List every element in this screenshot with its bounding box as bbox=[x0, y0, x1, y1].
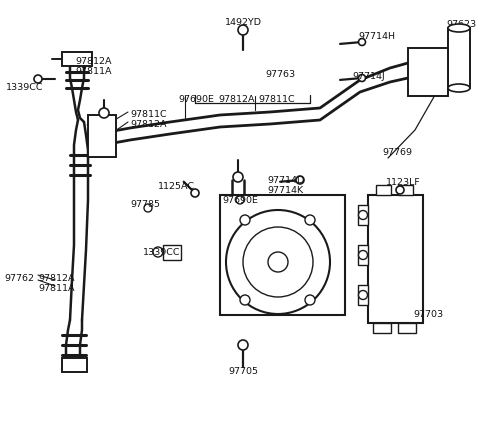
Circle shape bbox=[243, 227, 313, 297]
Text: 97714D: 97714D bbox=[267, 176, 304, 185]
Text: 97690E: 97690E bbox=[178, 95, 214, 104]
Text: 97785: 97785 bbox=[130, 200, 160, 209]
Text: 1339CC: 1339CC bbox=[6, 83, 44, 92]
Bar bbox=[88, 115, 116, 157]
Circle shape bbox=[305, 295, 315, 305]
Bar bbox=[358, 245, 368, 265]
Text: 97812A: 97812A bbox=[218, 95, 254, 104]
Ellipse shape bbox=[448, 24, 470, 32]
Bar bbox=[398, 185, 413, 195]
Bar bbox=[220, 195, 345, 315]
Circle shape bbox=[268, 252, 288, 272]
Bar bbox=[163, 245, 181, 260]
Circle shape bbox=[240, 295, 250, 305]
Circle shape bbox=[191, 189, 199, 197]
Text: 97763: 97763 bbox=[265, 70, 295, 79]
Text: 97811A: 97811A bbox=[75, 67, 111, 76]
Text: 97812A: 97812A bbox=[75, 57, 111, 66]
Bar bbox=[376, 185, 391, 195]
Text: 1339CC: 1339CC bbox=[143, 248, 180, 257]
Text: 1492YD: 1492YD bbox=[225, 18, 262, 27]
Text: 97812A: 97812A bbox=[38, 274, 74, 283]
Text: 97769: 97769 bbox=[382, 148, 412, 157]
Text: 97623: 97623 bbox=[446, 20, 476, 29]
Circle shape bbox=[153, 247, 163, 257]
Text: 97811C: 97811C bbox=[130, 110, 167, 119]
Circle shape bbox=[233, 172, 243, 182]
Bar bbox=[398, 323, 416, 333]
Bar bbox=[408, 48, 448, 96]
Bar bbox=[368, 195, 423, 323]
Circle shape bbox=[359, 210, 368, 220]
Text: 97714H: 97714H bbox=[358, 32, 395, 41]
Circle shape bbox=[240, 215, 250, 225]
Circle shape bbox=[238, 340, 248, 350]
Circle shape bbox=[144, 204, 152, 212]
Circle shape bbox=[34, 75, 42, 83]
Circle shape bbox=[236, 196, 244, 204]
Circle shape bbox=[305, 215, 315, 225]
Bar bbox=[373, 323, 391, 333]
Text: 97690E: 97690E bbox=[222, 196, 258, 205]
Circle shape bbox=[296, 176, 304, 184]
Bar bbox=[358, 285, 368, 305]
Text: 1125AC: 1125AC bbox=[158, 182, 195, 191]
Circle shape bbox=[396, 186, 404, 194]
Bar bbox=[62, 52, 92, 66]
Text: 97714K: 97714K bbox=[267, 186, 303, 195]
Text: 97811A: 97811A bbox=[38, 284, 74, 293]
Text: 97811C: 97811C bbox=[258, 95, 295, 104]
Ellipse shape bbox=[448, 84, 470, 92]
Bar bbox=[358, 205, 368, 225]
Bar bbox=[448, 28, 470, 88]
Circle shape bbox=[99, 108, 109, 118]
Circle shape bbox=[359, 251, 368, 259]
Text: 97762: 97762 bbox=[4, 274, 34, 283]
Text: 97714J: 97714J bbox=[352, 72, 385, 81]
Text: 1123LF: 1123LF bbox=[386, 178, 421, 187]
Text: 97812A: 97812A bbox=[130, 120, 167, 129]
Bar bbox=[62, 358, 87, 372]
Text: 97705: 97705 bbox=[228, 367, 258, 376]
Text: 97703: 97703 bbox=[413, 310, 443, 319]
Circle shape bbox=[359, 39, 365, 45]
Circle shape bbox=[359, 290, 368, 299]
Circle shape bbox=[238, 25, 248, 35]
Circle shape bbox=[359, 75, 365, 81]
Circle shape bbox=[226, 210, 330, 314]
